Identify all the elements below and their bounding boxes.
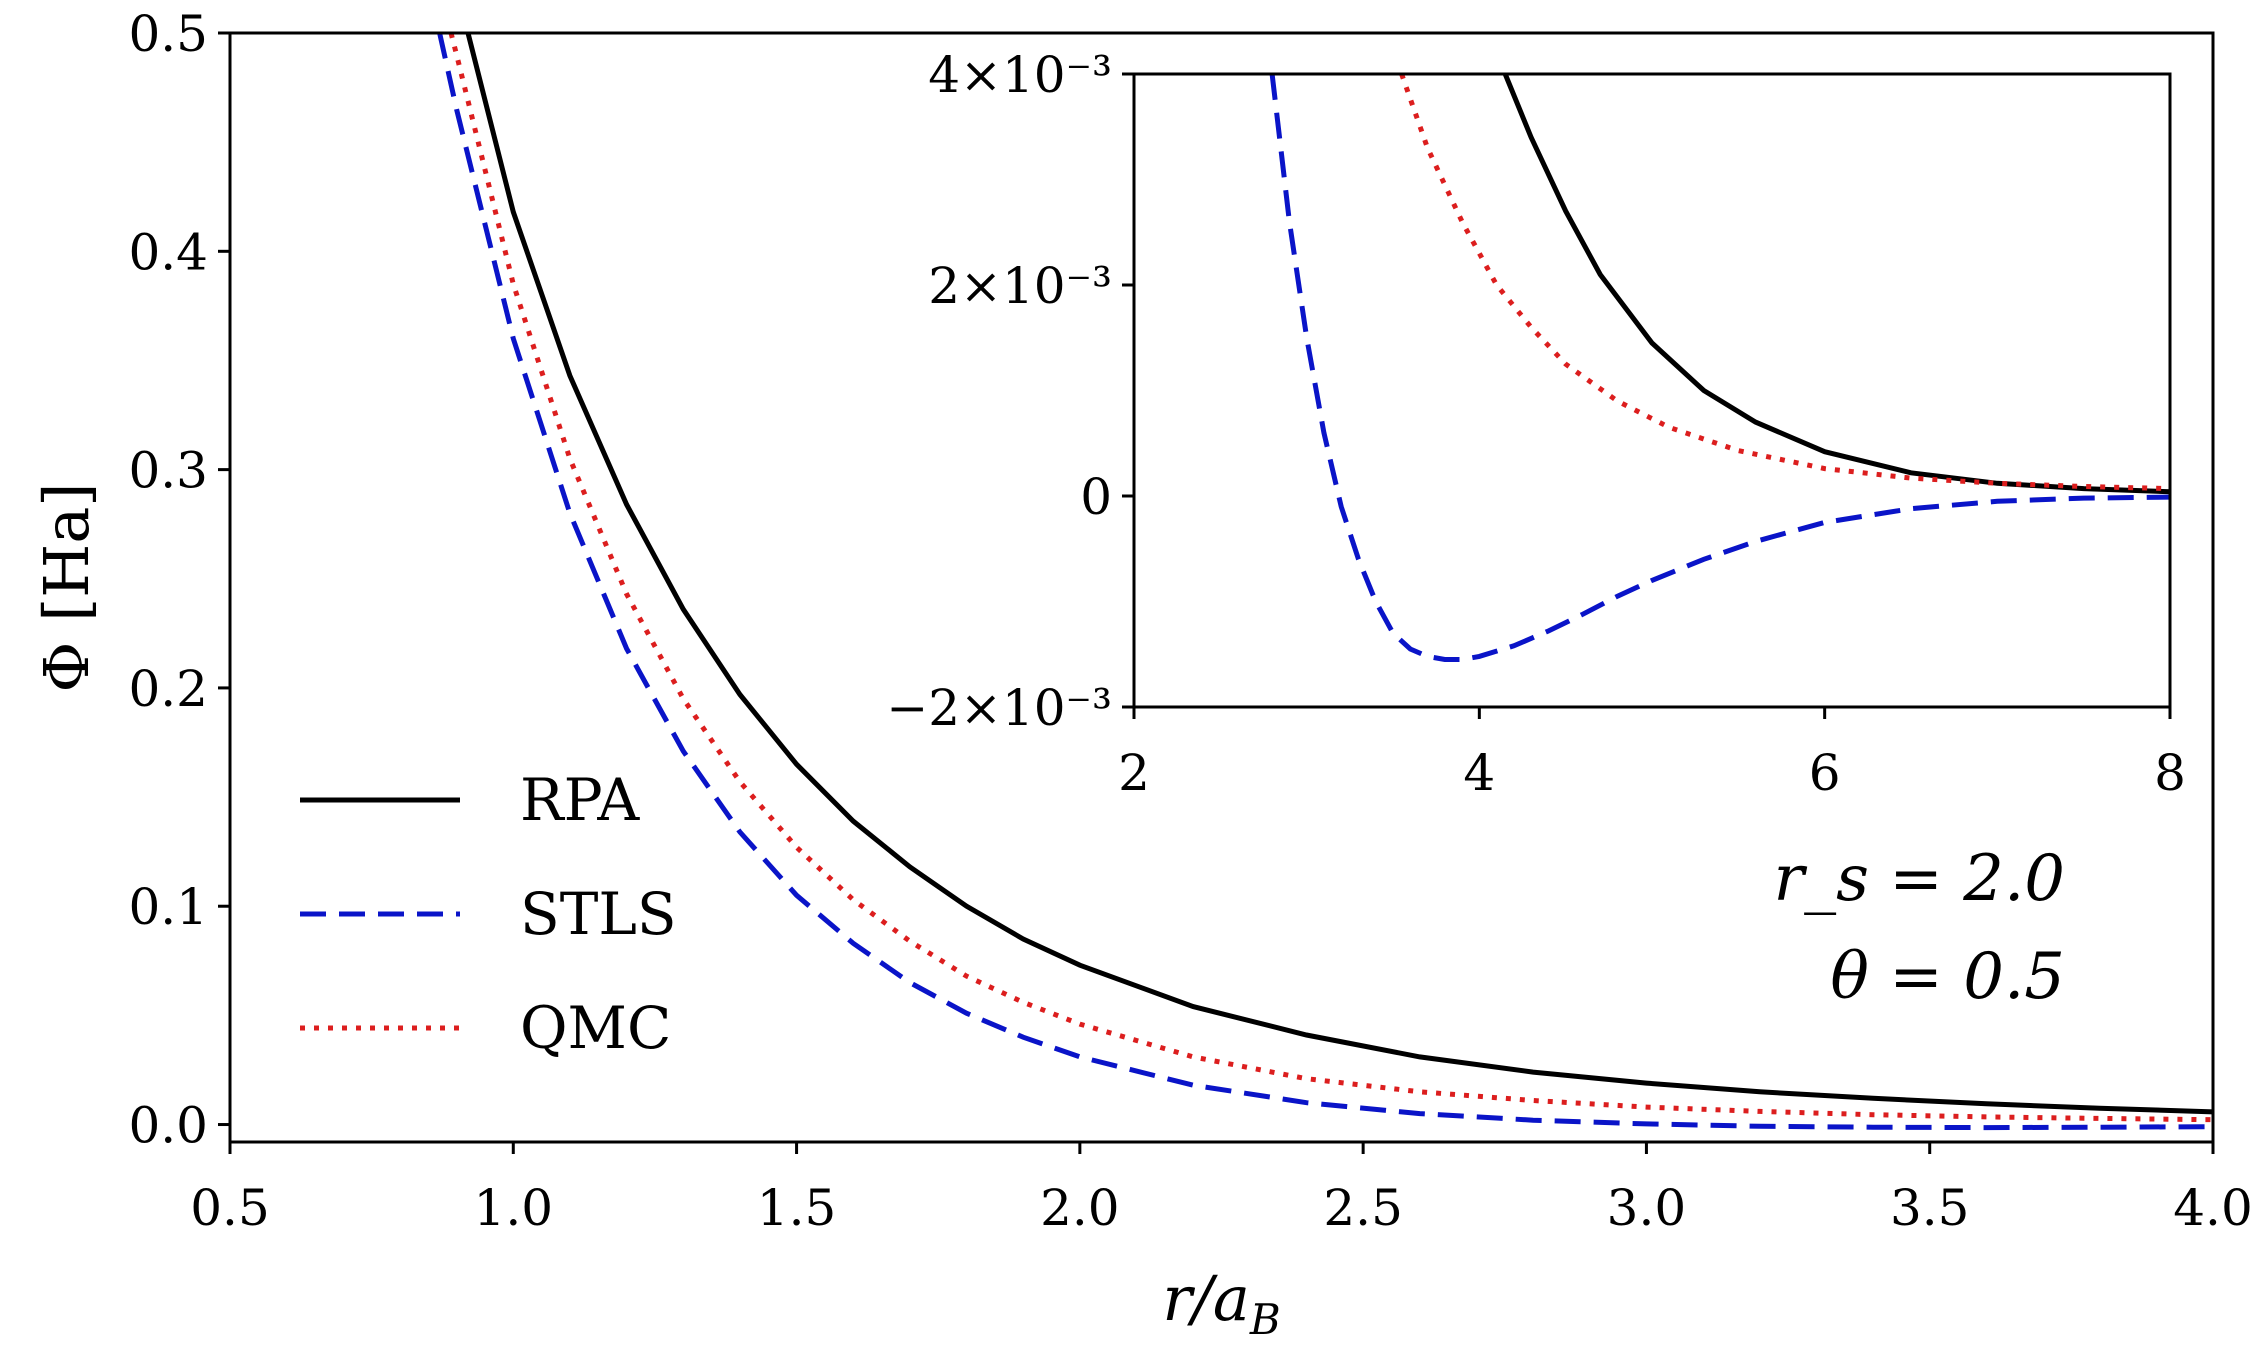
inset-series-stls [1269, 74, 2170, 662]
legend: RPA STLS QMC [300, 766, 677, 1062]
y-axis-label: Φ [Ha] [30, 483, 103, 693]
y-tick-label: 0.4 [128, 223, 208, 281]
y-tick-label: 0.3 [128, 442, 208, 500]
x-tick-label: 1.0 [474, 1179, 554, 1237]
inset-y-tick-label: −2×10⁻³ [886, 679, 1112, 737]
x-tick-label: 3.0 [1607, 1179, 1687, 1237]
inset-x-tick-label: 2 [1118, 744, 1150, 802]
y-tick-label: 0.1 [128, 878, 208, 936]
main-plot-frame [228, 31, 2215, 1144]
main-series-stls [437, 33, 2213, 1131]
y-tick-label: 0.2 [128, 660, 208, 718]
inset-series-qmc [1399, 74, 2170, 492]
legend-label-rpa: RPA [520, 766, 640, 834]
main-plot: 0.5 1.0 1.5 2.0 2.5 3.0 3.5 4.0 0.0 0.1 0.2 0.3 0.4 0… [30, 5, 2253, 1344]
x-tick-label: 3.5 [1890, 1179, 1970, 1237]
inset-x-tick-label: 4 [1463, 744, 1495, 802]
legend-label-stls: STLS [520, 880, 677, 948]
inset-background [1134, 74, 2170, 707]
annotation-2: θ = 0.5 [1830, 940, 2065, 1014]
inset-x-tick-label: 8 [2154, 744, 2186, 802]
x-tick-label: 0.5 [190, 1179, 270, 1237]
x-tick-label: 4.0 [2173, 1179, 2253, 1237]
inset-frame [1132, 72, 2172, 709]
x-tick-label: 2.5 [1323, 1179, 1403, 1237]
inset-series-rpa [1502, 74, 2170, 495]
inset-x-tick-label: 6 [1809, 744, 1841, 802]
y-tick-label: 0.0 [128, 1097, 208, 1155]
inset-plot: 2 4 6 8 −2×10⁻³ 0 2×10⁻³ 4×10⁻³ [886, 46, 2186, 802]
annotation-1: r_s = 2.0 [1773, 842, 2065, 916]
x-tick-label: 2.0 [1040, 1179, 1120, 1237]
inset-y-tick-label: 2×10⁻³ [928, 257, 1112, 315]
inset-y-tick-label: 4×10⁻³ [928, 46, 1112, 104]
main-series-rpa [465, 33, 2213, 1115]
legend-label-qmc: QMC [520, 994, 671, 1062]
y-tick-label: 0.5 [128, 5, 208, 63]
x-axis-label: r/aB [1162, 1262, 1280, 1344]
annotations: r_s = 2.0 θ = 0.5 [1773, 842, 2065, 1014]
inset-y-tick-label: 0 [1080, 468, 1112, 526]
x-tick-label: 1.5 [757, 1179, 837, 1237]
